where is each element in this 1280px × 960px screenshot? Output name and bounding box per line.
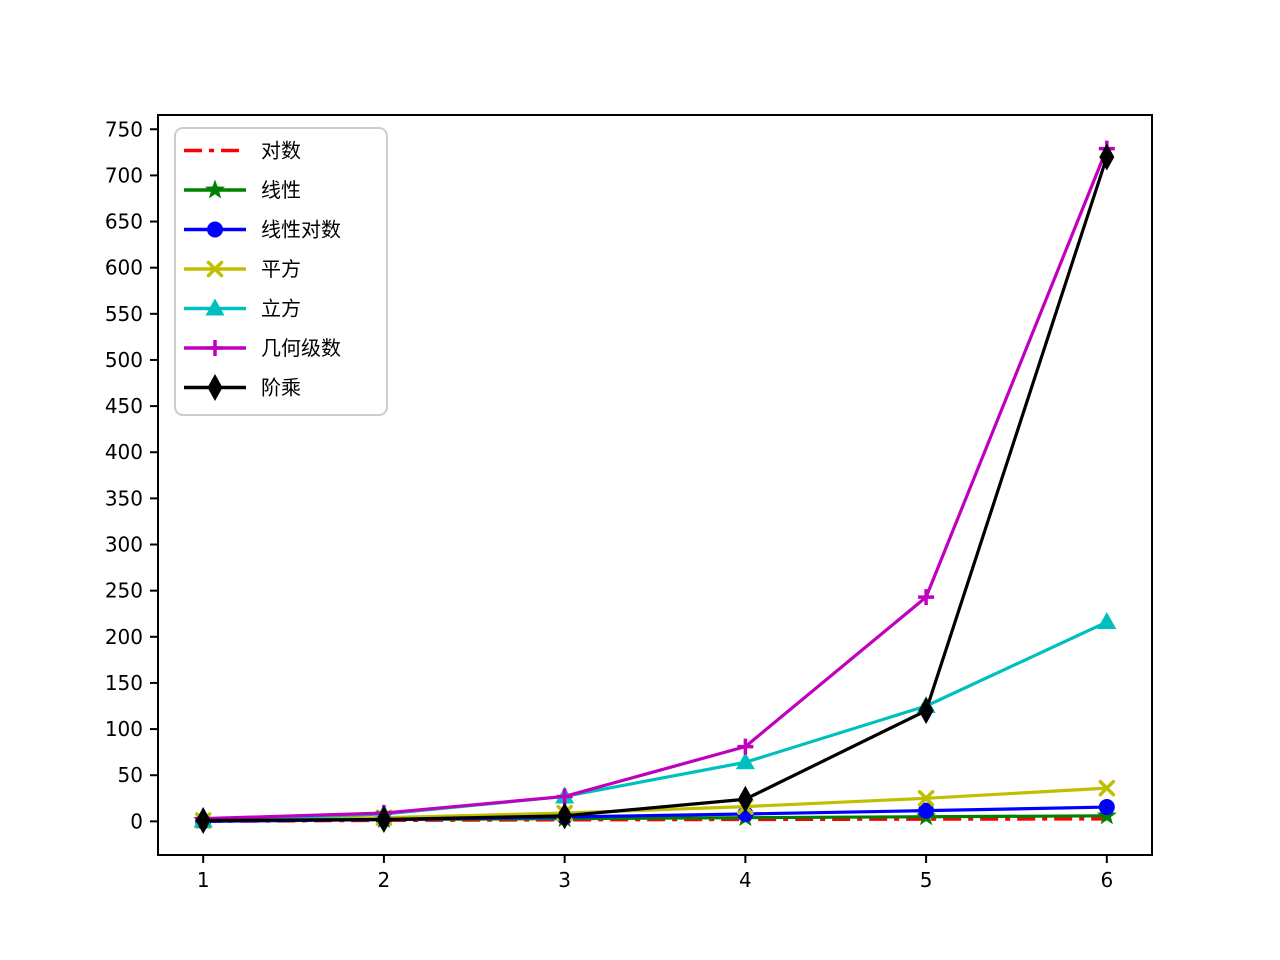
triangle-marker <box>1097 612 1117 630</box>
y-axis: 0 50 100 150 200 250 300 350 400 450 500 550 600 650 7… <box>105 117 158 833</box>
axes-spines <box>157 114 1153 856</box>
y-tick-label: 350 <box>105 486 143 510</box>
y-tick-label: 750 <box>105 117 143 141</box>
legend-label-cube: 立方 <box>261 297 301 321</box>
plus-marker <box>556 788 573 805</box>
series-line-geometric <box>203 148 1109 821</box>
y-tick-label: 150 <box>105 671 143 695</box>
circle-marker <box>918 802 935 819</box>
x-tick-label: 6 <box>1100 868 1113 892</box>
thin-diamond-marker <box>737 785 753 813</box>
plus-marker <box>918 589 935 606</box>
x-marker <box>206 260 224 278</box>
legend-label-linearithmic: 线性对数 <box>261 218 341 242</box>
circle-marker <box>207 221 223 238</box>
thin-diamond-marker <box>207 374 223 401</box>
x-tick-label: 5 <box>920 868 933 892</box>
y-tick-label: 700 <box>105 163 143 187</box>
y-tick-label: 250 <box>105 579 143 603</box>
x-marker <box>1098 779 1116 797</box>
thin-diamond-marker <box>557 802 573 830</box>
series-line-factorial <box>203 156 1109 823</box>
x-tick-label: 4 <box>739 868 752 892</box>
legend-item-linearithmic: 线性对数 <box>184 218 341 242</box>
y-tick-label: 400 <box>105 440 143 464</box>
legend-item-log: 对数 <box>184 139 301 163</box>
thin-diamond-marker <box>195 806 211 834</box>
thin-diamond-marker <box>1099 143 1115 171</box>
legend-label-factorial: 阶乘 <box>261 376 301 400</box>
legend-item-geometric: 几何级数 <box>184 336 341 360</box>
legend-label-linear: 线性 <box>261 178 301 202</box>
series-line-cube <box>203 620 1108 823</box>
legend-label-log: 对数 <box>261 139 301 163</box>
y-tick-label: 500 <box>105 348 143 372</box>
y-tick-label: 100 <box>105 717 143 741</box>
circle-marker <box>1098 799 1115 816</box>
plus-marker <box>737 738 754 755</box>
legend-box <box>174 127 388 416</box>
star-marker <box>205 179 225 199</box>
y-tick-label: 450 <box>105 394 143 418</box>
x-marker <box>917 790 935 807</box>
y-tick-label: 50 <box>118 763 143 787</box>
x-tick-label: 2 <box>378 868 391 892</box>
x-tick-label: 3 <box>558 868 571 892</box>
triangle-marker <box>735 752 755 770</box>
legend-label-geometric: 几何级数 <box>261 336 341 360</box>
y-tick-label: 550 <box>105 302 143 326</box>
legend-item-factorial: 阶乘 <box>184 374 301 401</box>
triangle-marker <box>205 298 225 316</box>
plus-marker <box>207 340 223 356</box>
thin-diamond-marker <box>376 806 392 834</box>
y-tick-label: 0 <box>130 809 143 833</box>
x-tick-label: 1 <box>197 868 210 892</box>
y-tick-label: 200 <box>105 625 143 649</box>
thin-diamond-marker <box>918 697 934 725</box>
legend-item-linear: 线性 <box>184 178 301 202</box>
y-tick-label: 600 <box>105 256 143 280</box>
series-factorial <box>195 143 1115 834</box>
legend-item-cube: 立方 <box>184 297 301 321</box>
y-tick-label: 650 <box>105 210 143 234</box>
x-axis: 1 2 3 4 5 6 <box>197 855 1113 892</box>
y-tick-label: 300 <box>105 533 143 557</box>
legend-label-square: 平方 <box>261 257 301 281</box>
legend-item-square: 平方 <box>184 257 301 281</box>
